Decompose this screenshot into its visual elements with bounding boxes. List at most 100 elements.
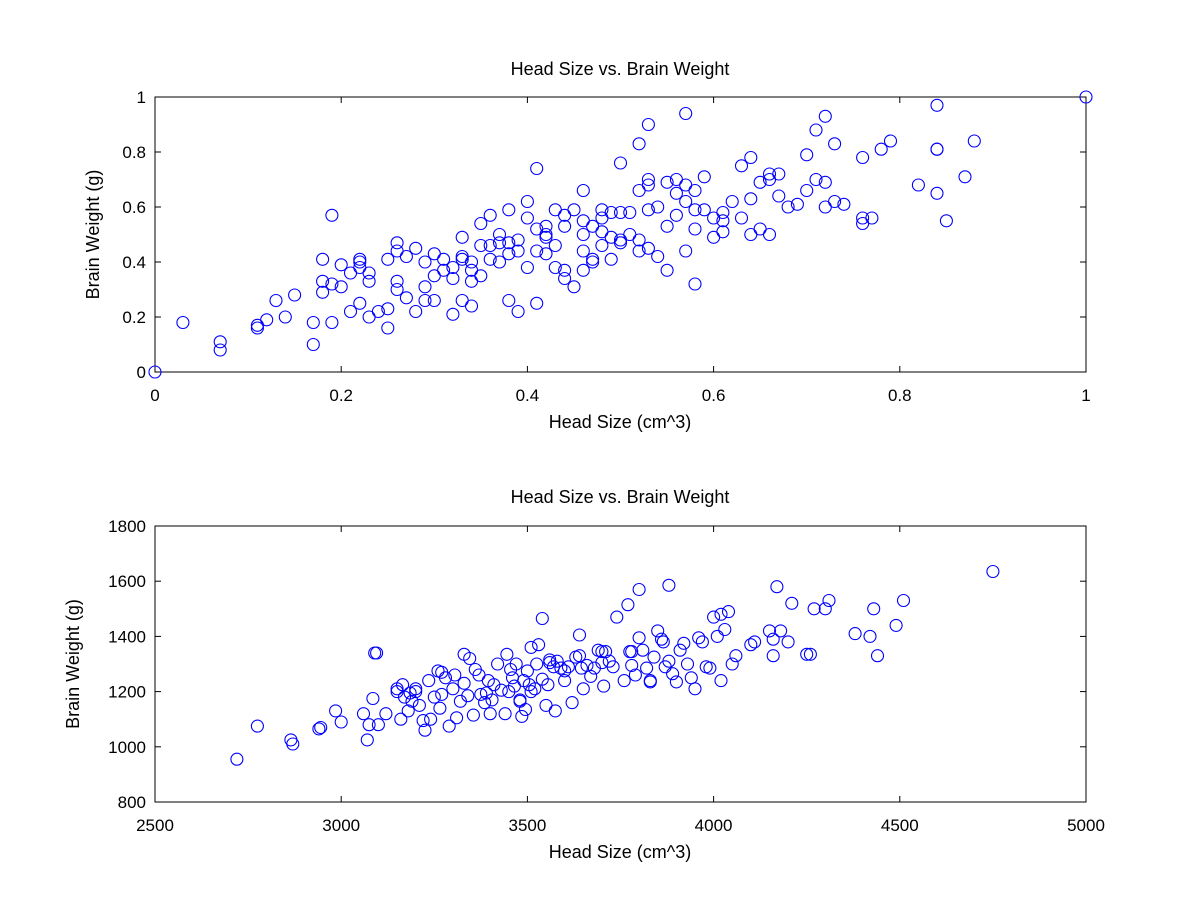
data-point [548,704,562,718]
data-point [889,618,903,632]
data-point [613,156,628,170]
x-tick-label: 0.6 [702,386,726,405]
chart-bottom: Head Size vs. Brain Weight 2500 3000 3500 4… [63,487,1105,862]
data-point [498,707,512,721]
data-point [437,263,451,277]
data-point [401,704,415,718]
chart-title: Head Size vs. Brain Weight [511,487,730,507]
data-point [662,578,676,592]
data-point [725,657,739,671]
data-point [390,236,404,250]
data-point [483,238,497,253]
data-point [632,233,646,247]
data-point [809,172,823,187]
data-point [464,299,479,313]
x-tick-label: 3500 [508,816,546,835]
data-point [409,685,423,699]
data-point [734,211,749,225]
data-point [710,629,724,643]
data-point [604,205,618,220]
data-point [353,296,367,310]
data-point [595,203,609,217]
data-point [438,671,453,685]
data-point [448,668,462,682]
data-point [390,274,404,288]
chart-top: Head Size vs. Brain Weight 0 0.2 0.4 0.6 0.8… [83,59,1093,432]
data-point [494,683,508,697]
x-tick-label: 0.2 [329,386,353,405]
data-point [666,667,680,681]
data-point [416,714,430,728]
x-tick-label: 3000 [322,816,360,835]
data-point [669,186,683,200]
data-point [781,200,795,214]
x-tick-label: 0 [150,386,159,405]
data-point [680,657,695,671]
data-point [539,698,553,712]
data-point [762,624,777,638]
data-point [418,723,432,737]
data-point [394,712,408,726]
data-point [530,244,544,258]
data-point [660,175,674,189]
data-point [651,200,665,214]
y-axis-label: Brain Weight (g) [63,599,83,729]
data-point [800,183,814,198]
data-point [502,293,516,308]
data-point [483,707,497,721]
data-point [632,631,646,645]
data-point [325,277,339,291]
data-point [353,255,367,269]
axis-ticks: 0 0.2 0.4 0.6 0.8 1 0 0.2 0.4 0.6 0.8 1 [122,88,1090,405]
data-point [613,233,628,247]
data-point [772,167,786,181]
data-point [316,285,330,299]
x-tick-label: 2500 [136,816,174,835]
x-axis-label: Head Size (cm^3) [549,842,692,862]
data-point [623,227,637,242]
data-point [286,737,300,751]
data-point [641,203,655,217]
data-point [714,607,728,621]
data-point [412,698,426,712]
data-point [576,244,590,258]
data-point [586,252,600,266]
data-point [595,225,609,239]
data-point [584,669,598,683]
y-tick-label: 1 [137,88,146,107]
data-point [621,598,635,612]
data-point [576,214,590,228]
data-point [176,315,190,330]
data-point [688,682,702,696]
data-point [595,211,609,225]
data-point [427,690,441,704]
data-point [828,137,842,151]
chart-title: Head Size vs. Brain Weight [511,59,730,79]
data-point [688,222,702,236]
x-tick-label: 4000 [695,816,733,835]
data-point [455,249,469,264]
data-point [478,696,492,710]
data-point [662,654,676,668]
data-point [695,635,709,649]
data-point [656,635,670,649]
data-point [1079,90,1093,104]
data-point [524,640,538,654]
data-point [381,302,395,316]
data-point [390,682,404,696]
data-point [565,696,579,710]
data-point [818,175,832,189]
data-point [572,628,587,642]
data-point [554,661,568,675]
data-point [343,304,358,319]
data-point [818,602,832,616]
data-point [418,255,432,269]
data-point [586,255,600,269]
data-point [539,230,553,244]
plot-frame [154,96,1087,373]
data-point [558,674,572,688]
x-tick-label: 0.4 [516,386,540,405]
data-point [250,321,264,335]
data-point [502,203,516,217]
